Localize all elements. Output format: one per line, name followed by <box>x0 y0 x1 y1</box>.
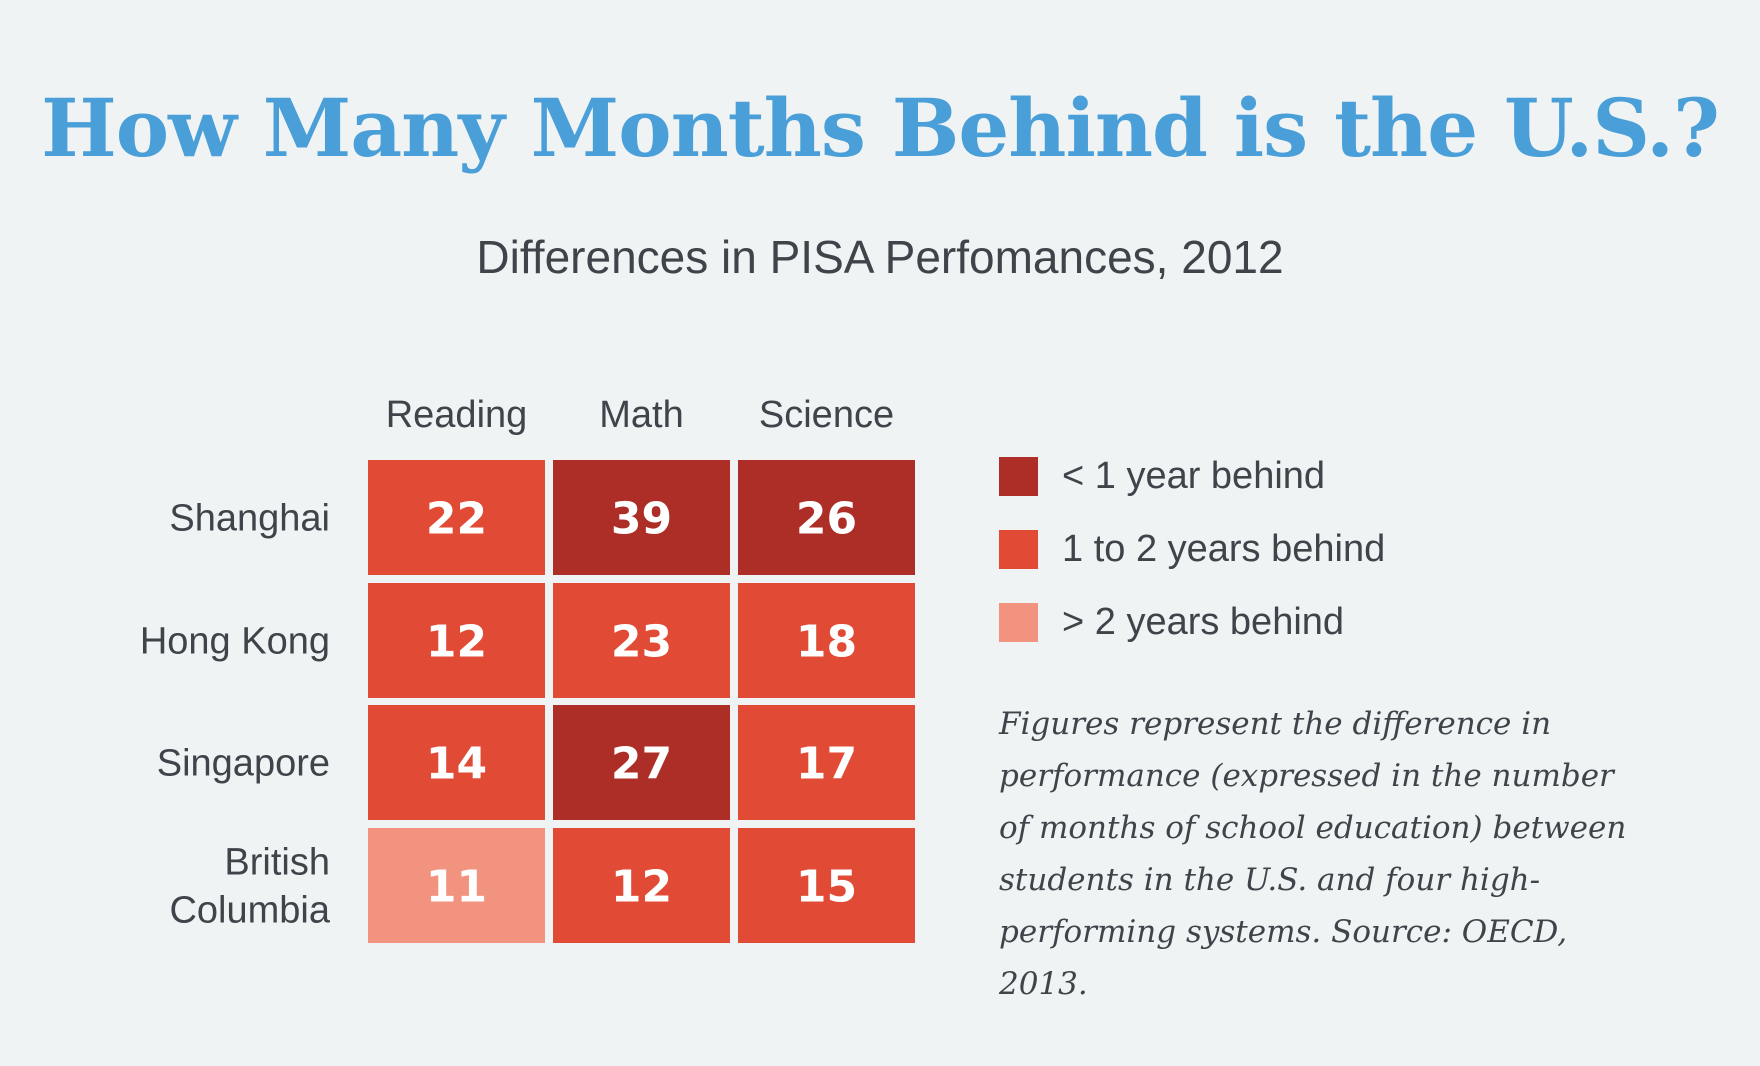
cell-value-british-columbia-science: 15 <box>796 862 857 913</box>
row-label-singapore: Singapore <box>157 743 330 785</box>
legend-label-gt-2-years: > 2 years behind <box>1062 600 1345 643</box>
column-header-math: Math <box>599 394 683 436</box>
cell-value-british-columbia-reading: 11 <box>426 862 487 913</box>
cell-shanghai-reading <box>368 460 545 575</box>
cell-british-columbia-science <box>738 828 915 943</box>
cell-value-shanghai-math: 39 <box>611 494 672 545</box>
cell-singapore-math <box>553 705 730 820</box>
column-header-science: Science <box>759 394 894 436</box>
cell-singapore-science <box>738 705 915 820</box>
row-label-shanghai: Shanghai <box>169 498 330 540</box>
cell-shanghai-science <box>738 460 915 575</box>
cell-value-hong-kong-reading: 12 <box>426 617 487 668</box>
cell-singapore-reading <box>368 705 545 820</box>
cell-hong-kong-reading <box>368 583 545 698</box>
cell-value-singapore-reading: 14 <box>426 739 487 790</box>
legend-item-gt-2-years: > 2 years behind <box>999 601 1344 643</box>
legend-swatch-lt-1-year <box>999 456 1038 496</box>
row-label-british-columbia-line-2: Columbia <box>169 890 330 932</box>
footnote: Figures represent the difference in perf… <box>999 706 1627 1002</box>
page-title: How Many Months Behind is the U.S.? <box>41 81 1720 175</box>
legend-swatch-1-to-2-years <box>999 529 1038 569</box>
cell-value-hong-kong-science: 18 <box>796 617 857 668</box>
row-label-british-columbia-line-1: British <box>224 842 330 884</box>
cell-value-british-columbia-math: 12 <box>611 862 672 913</box>
cell-value-shanghai-reading: 22 <box>426 494 487 545</box>
legend-label-lt-1-year: < 1 year behind <box>1062 454 1326 497</box>
cell-british-columbia-reading <box>368 828 545 943</box>
cell-shanghai-math <box>553 460 730 575</box>
column-header-reading: Reading <box>386 394 528 436</box>
cell-value-hong-kong-math: 23 <box>611 617 672 668</box>
cell-hong-kong-math <box>553 583 730 698</box>
cell-value-singapore-math: 27 <box>611 739 672 790</box>
cell-hong-kong-science <box>738 583 915 698</box>
legend-item-lt-1-year: < 1 year behind <box>999 455 1325 497</box>
legend-label-1-to-2-years: 1 to 2 years behind <box>1062 527 1386 570</box>
cell-value-singapore-science: 17 <box>796 739 857 790</box>
cell-value-shanghai-science: 26 <box>796 494 857 545</box>
row-label-hong-kong: Hong Kong <box>140 621 330 663</box>
legend-item-1-to-2-years: 1 to 2 years behind <box>999 528 1385 570</box>
page-subtitle: Differences in PISA Perfomances, 2012 <box>476 231 1284 283</box>
cell-british-columbia-math <box>553 828 730 943</box>
legend-swatch-gt-2-years <box>999 602 1038 642</box>
